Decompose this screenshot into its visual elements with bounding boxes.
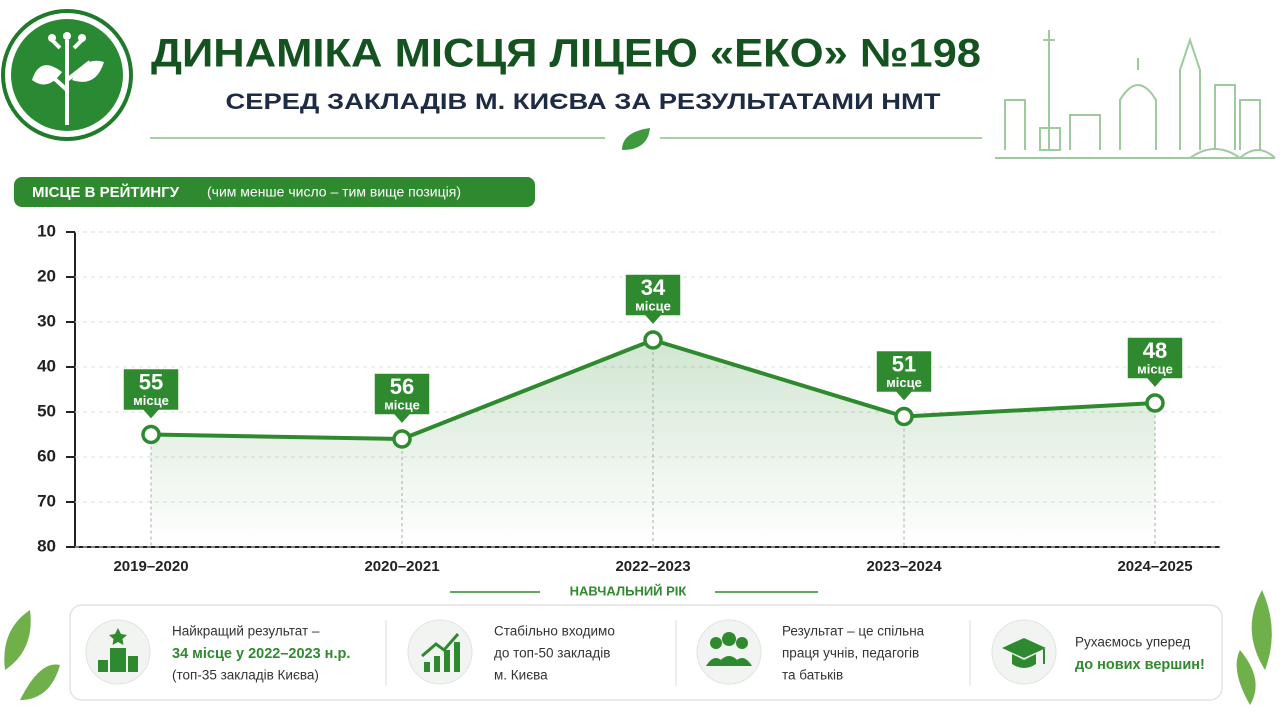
value-unit-label: місце (635, 298, 671, 313)
x-tick-label: 2023–2024 (866, 558, 942, 575)
icon-people (696, 619, 762, 685)
highlight-text: та батьків (782, 668, 843, 683)
point (1145, 393, 1165, 413)
highlight-text: до нових вершин! (1075, 657, 1205, 673)
highlight-text: м. Києва (494, 668, 548, 683)
plot: 10 20 30 40 50 60 70 80 2019–2020 2020–2021 2022–2… (37, 221, 1220, 575)
y-tick-label: 80 (37, 536, 56, 555)
title: ДИНАМІКА МІСЦЯ ЛІЦЕЮ «ЕКО» №198 (151, 32, 981, 76)
x-tick-label: 2019–2020 (113, 558, 188, 575)
value-label: 55 (139, 369, 163, 394)
value-label: 56 (390, 374, 414, 399)
icon-graduation (991, 619, 1057, 685)
highlight-panel: Найкращий результат – 34 місце у 2022–20… (69, 604, 1223, 701)
value-badge (624, 273, 682, 327)
point (392, 429, 412, 449)
y-label-note: (чим менше число – тим вище позиція) (207, 184, 461, 200)
highlight-text: Найкращий результат – (172, 624, 320, 639)
highlight-text: Рухаємось уперед (1075, 635, 1190, 650)
value-badge (875, 349, 933, 403)
y-tick-label: 20 (37, 266, 56, 285)
x-tick-label: 2022–2023 (615, 558, 690, 575)
skyline (995, 30, 1276, 160)
value-label: 34 (641, 275, 666, 300)
highlight-text: праця учнів, педагогів (782, 646, 919, 661)
highlight-text: (топ-35 закладів Києва) (172, 668, 319, 683)
value-badge (1126, 336, 1184, 390)
icon-growth (407, 619, 473, 685)
point (894, 406, 914, 427)
value-unit-label: місце (886, 375, 922, 390)
x-label: НАВЧАЛЬНИЙ РІК (570, 583, 687, 598)
x-tick-label: 2024–2025 (1117, 558, 1192, 575)
value-badge (122, 367, 180, 421)
highlight-text: до топ-50 закладів (494, 646, 610, 661)
divider (150, 128, 982, 150)
point (141, 424, 161, 445)
x-tick-label: 2020–2021 (364, 558, 439, 575)
value-unit-label: місце (1137, 361, 1173, 376)
highlight-text: Результат – це спільна (782, 624, 925, 639)
y-label: МІСЦЕ В РЕЙТИНГУ (32, 183, 180, 201)
point (643, 330, 663, 350)
y-tick-label: 40 (37, 356, 56, 375)
y-tick-label: 60 (37, 446, 56, 465)
subtitle: СЕРЕД ЗАКЛАДІВ М. КИЄВА ЗА РЕЗУЛЬТАТАМИ … (226, 89, 942, 114)
leaves (4, 590, 1272, 705)
x-label-group: НАВЧАЛЬНИЙ РІК (450, 583, 818, 598)
value-label: 51 (892, 351, 916, 376)
icon-podium (85, 619, 151, 685)
y-tick-label: 10 (37, 221, 56, 240)
logo (1, 9, 133, 141)
y-tick-label: 50 (37, 401, 56, 420)
y-tick-label: 70 (37, 491, 56, 510)
y-label-badge: МІСЦЕ В РЕЙТИНГУ (чим менше число – тим … (14, 177, 535, 207)
highlight-text: 34 місце у 2022–2023 н.р. (172, 646, 350, 662)
value-label: 48 (1143, 338, 1167, 363)
highlight-text: Стабільно входимо (494, 624, 615, 639)
y-tick-label: 30 (37, 311, 56, 330)
value-badge (373, 372, 431, 426)
value-unit-label: місце (384, 397, 420, 412)
value-unit-label: місце (133, 393, 169, 408)
